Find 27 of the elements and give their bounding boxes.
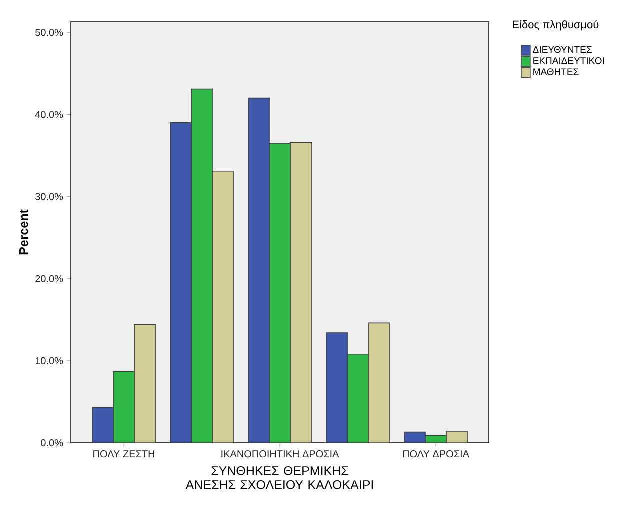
bar — [368, 323, 390, 443]
bar — [134, 324, 156, 443]
legend-title: Είδος πληθυσμού — [513, 20, 599, 31]
legend-label: ΕΚΠΑΙΔΕΥΤΙΚΟΙ — [534, 58, 604, 64]
x-axis-title: ΣΥΝΘΗΚΕΣ ΘΕΡΜΙΚΗΣ ΑΝΕΣΗΣ ΣΧΟΛΕΙΟΥ ΚΑΛΟΚΑΙΡΙ — [186, 466, 374, 490]
bar — [270, 143, 291, 443]
y-tick-label: 10.0% — [36, 357, 64, 364]
x-tick-label: ΠΟΛΥ ΖΕΣΤΗ — [94, 450, 154, 458]
y-tick-label: 50.0% — [36, 29, 64, 36]
bar — [212, 171, 234, 443]
x-tick-label: ΠΟΛΥ ΔΡΟΣΙΑ — [403, 450, 470, 458]
bar — [92, 408, 114, 443]
bar — [326, 333, 348, 443]
y-tick-label: 40.0% — [35, 111, 64, 118]
legend-label: ΔΙΕΥΘΥΝΤΕΣ — [533, 46, 592, 54]
bar — [290, 142, 312, 443]
bar — [170, 122, 192, 443]
y-tick-label: 20.0% — [36, 275, 64, 282]
y-tick-label: 0.0% — [41, 439, 64, 447]
y-tick-label: 30.0% — [35, 193, 64, 200]
bar — [114, 372, 135, 443]
x-tick-label: ΙΚΑΝΟΠΟΙΗΤΙΚΗ ΔΡΟΣΙΑ — [222, 450, 340, 458]
y-axis-title: Percent — [20, 210, 28, 255]
bar — [348, 354, 369, 443]
bar — [248, 98, 270, 443]
legend-label: ΜΑΘΗΤΕΣ — [534, 68, 579, 76]
bar — [192, 89, 213, 443]
